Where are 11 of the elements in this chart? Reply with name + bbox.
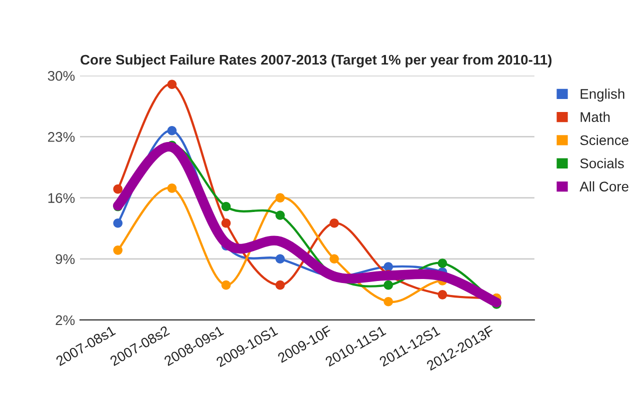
legend-label: English [580,88,624,102]
legend-label: All Core [580,181,628,192]
y-tick-label: 23% [48,132,75,142]
legend-label: Math [580,112,610,122]
y-tick-label: 16% [48,193,75,203]
legend-label: Science [580,134,628,146]
y-tick-label: 30% [48,70,75,81]
legend-label: Socials [580,158,624,168]
chart-title: Core Subject Failure Rates 2007-2013 (Target 1% per year from 2010-11) [80,54,552,68]
y-tick-label: 2% [56,315,75,326]
y-tick-label: 9% [56,254,75,264]
